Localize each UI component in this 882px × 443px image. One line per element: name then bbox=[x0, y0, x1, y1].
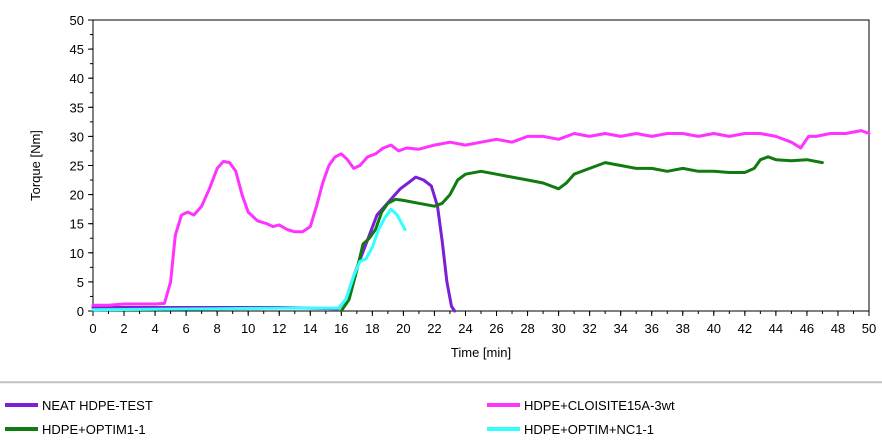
legend: NEAT HDPE-TEST HDPE+CLOISITE15A-3wt HDPE+O… bbox=[0, 381, 882, 437]
y-tick-label: 5 bbox=[77, 275, 84, 290]
legend-label-1: NEAT HDPE-TEST bbox=[42, 398, 153, 413]
series-line-4 bbox=[91, 207, 407, 312]
y-axis: 0 5 10 15 20 25 30 35 40 45 50 bbox=[70, 13, 93, 319]
plot-area bbox=[92, 19, 870, 312]
x-tick-label: 24 bbox=[458, 321, 472, 336]
x-tick-label: 44 bbox=[769, 321, 783, 336]
y-tick-label: 35 bbox=[70, 100, 84, 115]
x-tick-label: 4 bbox=[151, 321, 158, 336]
x-tick-label: 50 bbox=[862, 321, 876, 336]
y-tick-label: 30 bbox=[70, 129, 84, 144]
plot-frame bbox=[92, 19, 870, 312]
y-tick-label: 10 bbox=[70, 246, 84, 261]
series-line-2 bbox=[91, 129, 871, 307]
x-tick-label: 30 bbox=[551, 321, 565, 336]
x-tick-label: 38 bbox=[676, 321, 690, 336]
x-tick-label: 42 bbox=[738, 321, 752, 336]
x-tick-label: 10 bbox=[241, 321, 255, 336]
x-tick-label: 46 bbox=[800, 321, 814, 336]
y-axis-label: Torque [Nm] bbox=[28, 130, 43, 201]
x-tick-label: 34 bbox=[613, 321, 627, 336]
y-tick-label: 45 bbox=[70, 42, 84, 57]
x-tick-label: 2 bbox=[120, 321, 127, 336]
x-tick-label: 14 bbox=[303, 321, 317, 336]
y-tick-label: 50 bbox=[70, 13, 84, 28]
x-tick-label: 20 bbox=[396, 321, 410, 336]
y-tick-label: 15 bbox=[70, 217, 84, 232]
legend-label-2: HDPE+CLOISITE15A-3wt bbox=[524, 398, 675, 413]
series-layer bbox=[91, 129, 871, 313]
x-tick-label: 18 bbox=[365, 321, 379, 336]
x-tick-label: 32 bbox=[582, 321, 596, 336]
series-line-3 bbox=[339, 155, 824, 313]
x-tick-label: 36 bbox=[644, 321, 658, 336]
x-tick-label: 16 bbox=[334, 321, 348, 336]
x-tick-label: 26 bbox=[489, 321, 503, 336]
x-tick-label: 48 bbox=[831, 321, 845, 336]
x-tick-label: 22 bbox=[427, 321, 441, 336]
x-tick-label: 40 bbox=[707, 321, 721, 336]
y-tick-label: 0 bbox=[77, 304, 84, 319]
x-tick-label: 6 bbox=[183, 321, 190, 336]
y-tick-label: 20 bbox=[70, 188, 84, 203]
x-tick-label: 0 bbox=[89, 321, 96, 336]
x-tick-label: 28 bbox=[520, 321, 534, 336]
y-tick-label: 25 bbox=[70, 159, 84, 174]
x-tick-label: 12 bbox=[272, 321, 286, 336]
x-axis: 0 2 4 6 8 10 12 14 16 18 20 22 24 26 28 30 32 34 36 38 40 42 4… bbox=[89, 311, 876, 336]
legend-label-3: HDPE+OPTIM1-1 bbox=[42, 422, 146, 437]
y-tick-label: 40 bbox=[70, 71, 84, 86]
legend-label-4: HDPE+OPTIM+NC1-1 bbox=[524, 422, 654, 437]
x-tick-label: 8 bbox=[214, 321, 221, 336]
x-axis-label: Time [min] bbox=[451, 345, 511, 360]
